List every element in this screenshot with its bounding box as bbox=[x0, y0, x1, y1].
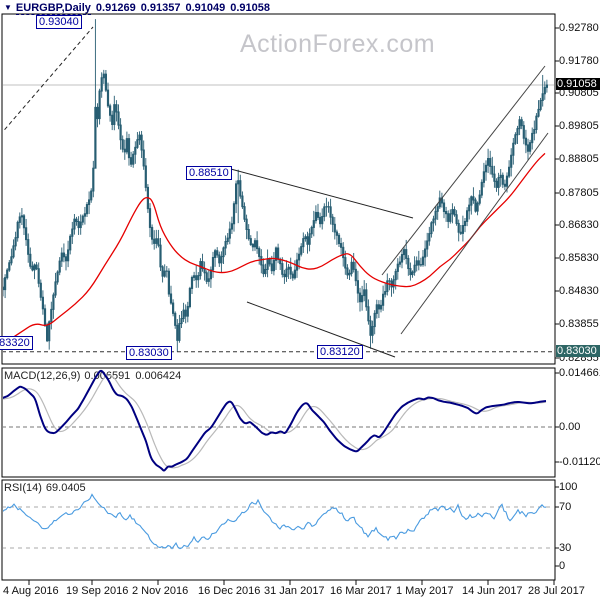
panel-borders bbox=[1, 13, 556, 581]
rsi-axis-label: 0 bbox=[559, 560, 566, 572]
watermark: ActionForex.com bbox=[240, 30, 436, 58]
price-annotation-box[interactable]: 0.93040 bbox=[36, 15, 82, 29]
macd-panel-series bbox=[3, 369, 554, 472]
price-axis-label: 0.92780 bbox=[559, 22, 599, 34]
rsi-axis-label: 100 bbox=[559, 481, 578, 493]
price-axis-label: 0.91780 bbox=[559, 55, 599, 67]
chart-title-bar: ▼ EURGBP,Daily 0.91269 0.91357 0.91049 0.9105… bbox=[4, 2, 270, 15]
price-axis-label: 0.84830 bbox=[559, 285, 599, 297]
macd-signal-value: 0.006424 bbox=[135, 370, 182, 382]
price-annotation-box[interactable]: 0.83030 bbox=[126, 346, 172, 360]
ohlc-high: 0.91357 bbox=[140, 2, 181, 14]
macd-axis-label: -0.011202 bbox=[559, 456, 600, 468]
symbol-timeframe-label: EURGBP,Daily bbox=[15, 2, 91, 15]
rsi-panel-series bbox=[3, 493, 554, 550]
support-level-tag: 0.83030 bbox=[556, 345, 600, 357]
price-annotation-box[interactable]: 0.83120 bbox=[317, 345, 363, 359]
moving-average-line bbox=[4, 152, 546, 344]
trendline-objects[interactable] bbox=[0, 26, 555, 358]
price-annotation-box[interactable]: 0.88510 bbox=[186, 166, 232, 180]
price-axis-label: 0.90805 bbox=[559, 87, 599, 99]
date-axis-label: 4 Aug 2016 bbox=[3, 585, 59, 597]
ohlc-low: 0.91049 bbox=[185, 2, 226, 14]
price-axis-label: 0.89805 bbox=[559, 120, 599, 132]
price-axis-label: 0.85830 bbox=[559, 252, 599, 264]
date-axis-label: 14 Jun 2017 bbox=[462, 585, 523, 597]
date-axis-label: 16 Mar 2017 bbox=[330, 585, 392, 597]
axis-ticks bbox=[28, 27, 559, 585]
rsi-indicator-label: RSI(14) 69.0405 bbox=[4, 482, 86, 494]
price-axis-label: 0.88805 bbox=[559, 153, 599, 165]
price-axis-label: 0.87805 bbox=[559, 187, 599, 199]
price-annotation-box[interactable]: 0.83320 bbox=[0, 336, 33, 350]
macd-axis-label: 0.014661 bbox=[559, 367, 600, 379]
date-axis-label: 28 Jul 2017 bbox=[528, 585, 585, 597]
date-axis-label: 2 Nov 2016 bbox=[132, 585, 189, 597]
date-axis-label: 16 Dec 2016 bbox=[198, 585, 261, 597]
ohlc-open: 0.91269 bbox=[95, 2, 136, 14]
rsi-axis-label: 30 bbox=[559, 542, 572, 554]
price-axis-label: 0.83855 bbox=[559, 318, 599, 330]
date-axis-label: 31 Jan 2017 bbox=[264, 585, 325, 597]
candlestick-series bbox=[3, 19, 549, 352]
rsi-value: 69.0405 bbox=[45, 482, 86, 494]
ohlc-close: 0.91058 bbox=[230, 2, 270, 14]
current-price-tag: 0.91058 bbox=[556, 78, 600, 90]
symbol-dropdown-icon[interactable]: ▼ bbox=[4, 3, 12, 12]
price-axis-label: 0.86830 bbox=[559, 219, 599, 231]
macd-name: MACD(12,26,9) bbox=[4, 370, 81, 382]
rsi-name: RSI(14) bbox=[4, 482, 42, 494]
date-axis-label: 1 May 2017 bbox=[396, 585, 454, 597]
macd-axis-label: 0.00 bbox=[559, 421, 581, 433]
rsi-axis-label: 70 bbox=[559, 501, 572, 513]
date-axis-label: 19 Sep 2016 bbox=[66, 585, 129, 597]
